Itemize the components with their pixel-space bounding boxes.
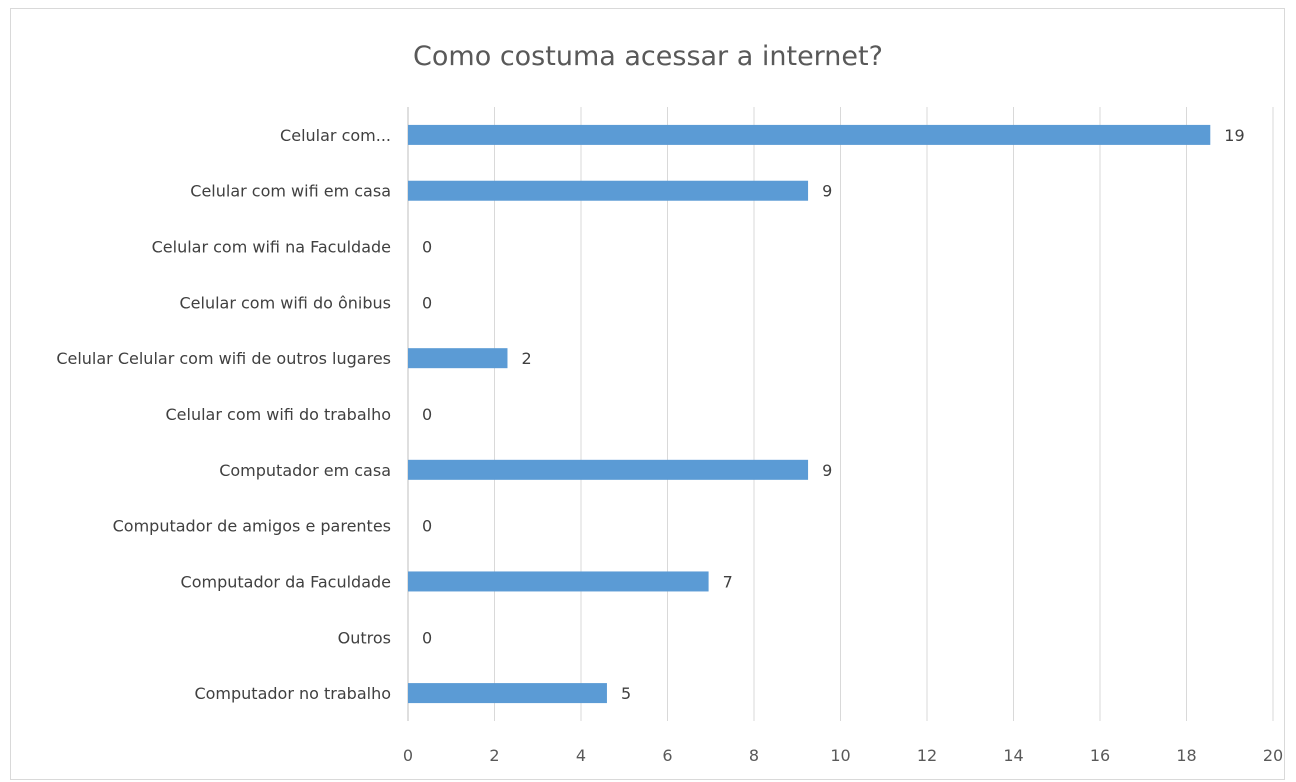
bar — [408, 459, 809, 480]
chart-title: Como costuma acessar a internet? — [413, 41, 883, 72]
x-tick-label: 14 — [1003, 746, 1023, 765]
bar — [408, 348, 508, 369]
bar — [408, 180, 809, 201]
bars — [408, 124, 1211, 704]
category-labels: Celular com... Celular com wifi em casa Ce… — [56, 126, 391, 703]
data-labels: 19 9 0 0 2 0 9 0 7 0 5 — [422, 126, 1245, 703]
category-label: Celular com wifi na Faculdade — [152, 238, 391, 257]
x-axis-tick-labels: 0 2 4 6 8 10 12 14 16 18 20 — [403, 746, 1283, 765]
x-tick-label: 2 — [489, 746, 499, 765]
category-label: Computador da Faculdade — [181, 572, 391, 591]
category-label: Celular com... — [280, 126, 391, 145]
data-label: 9 — [822, 182, 832, 201]
chart-area: Como costuma acessar a internet? Celular… — [10, 8, 1285, 780]
x-tick-label: 16 — [1090, 746, 1110, 765]
category-label: Celular Celular com wifi de outros lugar… — [56, 349, 391, 368]
gridlines — [407, 107, 1274, 721]
data-label: 2 — [521, 349, 531, 368]
x-tick-label: 10 — [830, 746, 850, 765]
x-tick-label: 18 — [1176, 746, 1196, 765]
x-tick-label: 6 — [662, 746, 672, 765]
data-label: 0 — [422, 238, 432, 257]
x-tick-label: 0 — [403, 746, 413, 765]
category-label: Celular com wifi do trabalho — [166, 405, 392, 424]
bar-chart: Como costuma acessar a internet? Celular… — [56, 41, 1283, 765]
category-label: Computador de amigos e parentes — [113, 517, 391, 536]
x-tick-label: 4 — [576, 746, 586, 765]
bar — [408, 683, 607, 704]
data-label: 0 — [422, 405, 432, 424]
x-tick-label: 20 — [1263, 746, 1283, 765]
x-tick-label: 8 — [749, 746, 759, 765]
data-label: 0 — [422, 293, 432, 312]
bar — [408, 571, 709, 592]
bar — [408, 124, 1211, 145]
category-label: Computador em casa — [219, 461, 391, 480]
category-label: Outros — [338, 628, 391, 647]
data-label: 7 — [723, 572, 733, 591]
data-label: 9 — [822, 461, 832, 480]
category-label: Celular com wifi em casa — [190, 182, 391, 201]
x-tick-label: 12 — [917, 746, 937, 765]
category-label: Celular com wifi do ônibus — [179, 293, 391, 312]
category-label: Computador no trabalho — [194, 684, 391, 703]
data-label: 19 — [1224, 126, 1244, 145]
data-label: 0 — [422, 628, 432, 647]
data-label: 0 — [422, 517, 432, 536]
data-label: 5 — [621, 684, 631, 703]
